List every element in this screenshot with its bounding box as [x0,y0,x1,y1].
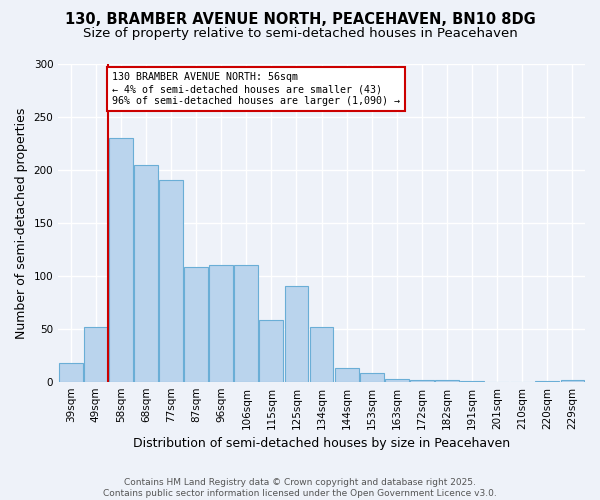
Bar [184,268,208,382]
Bar [460,380,484,382]
Bar [335,368,359,382]
Bar [84,326,108,382]
Bar [59,362,83,382]
Text: Size of property relative to semi-detached houses in Peacehaven: Size of property relative to semi-detach… [83,28,517,40]
Bar [310,326,334,382]
Bar [235,265,258,382]
Bar [360,373,383,382]
Bar [410,380,434,382]
Bar [259,320,283,382]
Text: Contains HM Land Registry data © Crown copyright and database right 2025.
Contai: Contains HM Land Registry data © Crown c… [103,478,497,498]
Bar [560,380,584,382]
Bar [435,380,459,382]
Text: 130, BRAMBER AVENUE NORTH, PEACEHAVEN, BN10 8DG: 130, BRAMBER AVENUE NORTH, PEACEHAVEN, B… [65,12,535,28]
X-axis label: Distribution of semi-detached houses by size in Peacehaven: Distribution of semi-detached houses by … [133,437,510,450]
Bar [159,180,183,382]
Text: 130 BRAMBER AVENUE NORTH: 56sqm
← 4% of semi-detached houses are smaller (43)
96: 130 BRAMBER AVENUE NORTH: 56sqm ← 4% of … [112,72,400,106]
Bar [109,138,133,382]
Bar [535,380,559,382]
Bar [284,286,308,382]
Bar [209,265,233,382]
Bar [134,164,158,382]
Bar [385,378,409,382]
Y-axis label: Number of semi-detached properties: Number of semi-detached properties [15,107,28,338]
